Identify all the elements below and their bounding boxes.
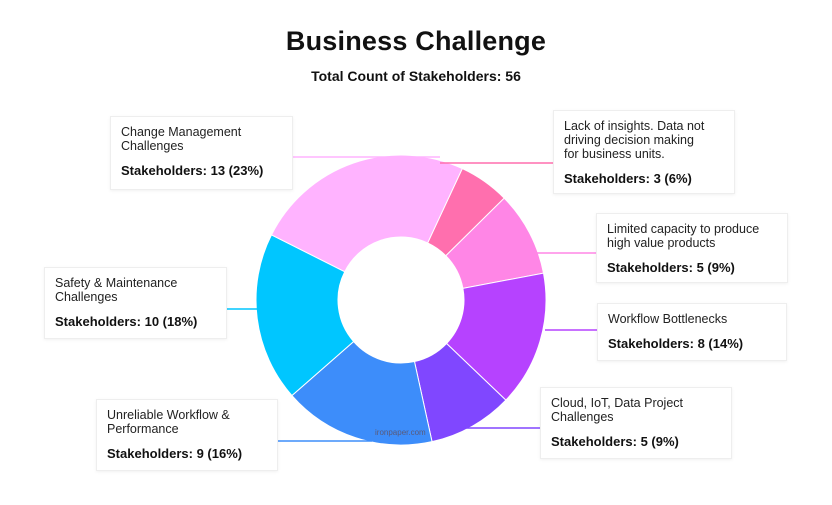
callout-label: Change Management Challenges (121, 125, 242, 153)
callout-cloud-iot: Cloud, IoT, Data Project Challenges Stak… (540, 387, 732, 459)
callout-limited-capacity: Limited capacity to produce high value p… (596, 213, 788, 283)
donut-slice (270, 154, 463, 273)
donut-slices (255, 154, 547, 446)
callout-value: Stakeholders: 10 (18%) (55, 314, 198, 329)
donut-slice (291, 340, 433, 446)
callout-label: Lack of insights. Data not driving decis… (564, 119, 705, 161)
callout-value: Stakeholders: 5 (9%) (551, 434, 679, 449)
callout-change-management: Change Management Challenges Stakeholder… (110, 116, 293, 190)
callout-value: Stakeholders: 8 (14%) (608, 336, 744, 351)
callout-lack-of-insights: Lack of insights. Data not driving decis… (553, 110, 735, 194)
callout-value: Stakeholders: 5 (9%) (607, 260, 735, 275)
callout-value: Stakeholders: 13 (23%) (121, 163, 264, 178)
donut-slice (255, 234, 355, 397)
callout-workflow-bottlenecks: Workflow Bottlenecks Stakeholders: 8 (14… (597, 303, 787, 361)
callout-safety-maintenance: Safety & Maintenance Challenges Stakehol… (44, 267, 227, 339)
callout-label: Limited capacity to produce high value p… (607, 222, 760, 250)
callout-label: Unreliable Workflow & Performance (107, 408, 230, 436)
chart-subtitle: Total Count of Stakeholders: 56 (311, 68, 521, 84)
callout-unreliable-workflow: Unreliable Workflow & Performance Stakeh… (96, 399, 278, 471)
callout-label: Safety & Maintenance Challenges (55, 276, 178, 304)
callout-value: Stakeholders: 3 (6%) (564, 171, 692, 186)
callout-value: Stakeholders: 9 (16%) (107, 446, 243, 461)
callout-label: Cloud, IoT, Data Project Challenges (551, 396, 684, 424)
chart-title: Business Challenge (285, 26, 547, 56)
watermark: ironpaper.com (375, 428, 426, 437)
callout-label: Workflow Bottlenecks (608, 312, 728, 326)
